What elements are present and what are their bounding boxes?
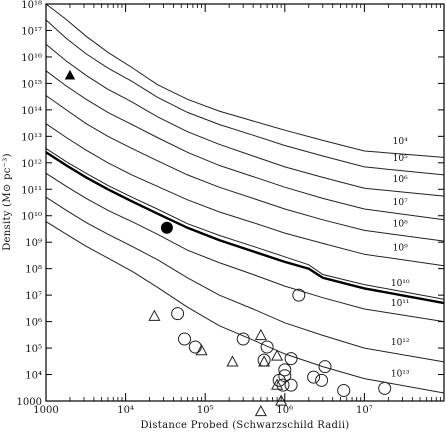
mass-curve-4 xyxy=(45,95,445,242)
mass-curve-3 xyxy=(45,70,445,221)
open-circle-point-5 xyxy=(260,340,274,354)
data-markers xyxy=(64,69,392,417)
x-axis-title: Distance Probed (Schwarzschild Radii) xyxy=(141,420,350,431)
filled-triangle-point-0 xyxy=(64,69,76,80)
y-tick-label-0: 10¹⁸ xyxy=(21,0,42,11)
open-triangle-point-7 xyxy=(275,394,288,406)
y-tick-label-14: 10⁴ xyxy=(25,371,42,382)
plot-frame xyxy=(45,3,445,402)
open-triangle-point-1 xyxy=(195,344,208,356)
mass-curve-7 xyxy=(45,151,445,305)
y-tick-label-12: 10⁶ xyxy=(25,318,42,329)
open-circle-point-11 xyxy=(307,370,321,384)
open-triangle-point-6 xyxy=(271,378,284,390)
filled-circle-point-0 xyxy=(160,221,173,234)
open-circle-point-2 xyxy=(188,340,202,354)
x-tick-label-4: 10⁷ xyxy=(356,405,373,416)
y-tick-label-1: 10¹⁷ xyxy=(21,27,42,38)
y-tick-label-13: 10⁵ xyxy=(25,344,42,355)
curve-label-5: 10⁹ xyxy=(393,244,408,254)
open-circle-point-9 xyxy=(284,352,298,366)
open-triangle-point-0 xyxy=(148,309,161,321)
mass-curve-0 xyxy=(45,3,445,158)
curve-label-2: 10⁶ xyxy=(393,175,408,185)
open-circle-point-3 xyxy=(236,332,250,346)
mass-curve-6 xyxy=(45,147,445,300)
curve-label-10: 10¹³ xyxy=(391,369,410,379)
x-tick-label-0: 1000 xyxy=(33,405,58,416)
open-circle-point-10 xyxy=(292,288,306,302)
open-circle-point-15 xyxy=(378,381,392,395)
curve-label-1: 10⁵ xyxy=(393,154,408,164)
curve-label-7: 10¹⁰ xyxy=(391,279,410,289)
curve-label-4: 10⁸ xyxy=(393,219,408,229)
mass-curve-2 xyxy=(45,43,445,197)
y-tick-label-5: 10¹³ xyxy=(21,132,42,143)
mass-curve-8 xyxy=(45,172,445,323)
open-triangle-point-4 xyxy=(258,355,271,367)
open-circle-point-1 xyxy=(178,332,191,346)
mass-curve-5 xyxy=(45,123,445,267)
y-tick-label-8: 10¹⁰ xyxy=(21,212,42,223)
x-tick-label-2: 10⁵ xyxy=(197,405,214,416)
x-tick-label-3: 10⁶ xyxy=(276,405,293,416)
open-triangle-point-3 xyxy=(254,328,267,341)
open-circle-point-14 xyxy=(337,384,351,397)
mass-curve-10 xyxy=(45,221,445,394)
open-circle-point-13 xyxy=(318,360,332,374)
mass-curves xyxy=(45,3,445,394)
open-circle-point-16 xyxy=(284,378,298,392)
open-circle-point-7 xyxy=(276,378,290,392)
open-circle-point-0 xyxy=(171,307,185,321)
axis-tick-labels: 10¹⁸ 10¹⁷ 10¹⁶ 10¹⁵ 10¹⁴ 10¹³ 10¹² 10¹¹ 10¹⁰ 10⁹ 1… xyxy=(17,0,373,416)
curve-label-0: 10⁴ xyxy=(393,137,408,147)
open-circle-point-17 xyxy=(278,369,292,383)
y-tick-label-15: 1000 xyxy=(17,397,42,408)
y-tick-label-11: 10⁷ xyxy=(25,291,42,302)
y-tick-label-6: 10¹² xyxy=(21,159,42,170)
axis-ticks xyxy=(45,3,445,402)
y-tick-label-3: 10¹⁵ xyxy=(21,79,42,90)
open-circle-point-12 xyxy=(315,373,329,387)
x-tick-label-1: 10⁴ xyxy=(117,405,134,416)
mass-curve-9 xyxy=(45,196,445,363)
mass-curve-1 xyxy=(45,19,445,176)
curve-labels: 10⁴ 10⁵ 10⁶ 10⁷ 10⁸ 10⁹ 10¹⁰ 10¹¹ 10¹² 10¹³ xyxy=(391,137,410,379)
curve-label-8: 10¹¹ xyxy=(391,299,410,309)
y-tick-label-7: 10¹¹ xyxy=(21,185,42,196)
open-triangle-point-5 xyxy=(271,349,284,361)
y-tick-label-10: 10⁸ xyxy=(25,265,42,276)
curve-label-9: 10¹² xyxy=(391,338,410,348)
open-circle-point-8 xyxy=(278,363,292,377)
open-triangle-point-8 xyxy=(254,404,267,417)
open-triangle-point-2 xyxy=(226,355,239,367)
curve-label-3: 10⁷ xyxy=(393,198,408,208)
y-axis-title: Density (M⊙ pc⁻³) xyxy=(2,153,13,251)
y-tick-label-9: 10⁹ xyxy=(25,238,42,249)
y-tick-label-2: 10¹⁶ xyxy=(21,53,42,64)
y-tick-label-4: 10¹⁴ xyxy=(21,106,42,117)
